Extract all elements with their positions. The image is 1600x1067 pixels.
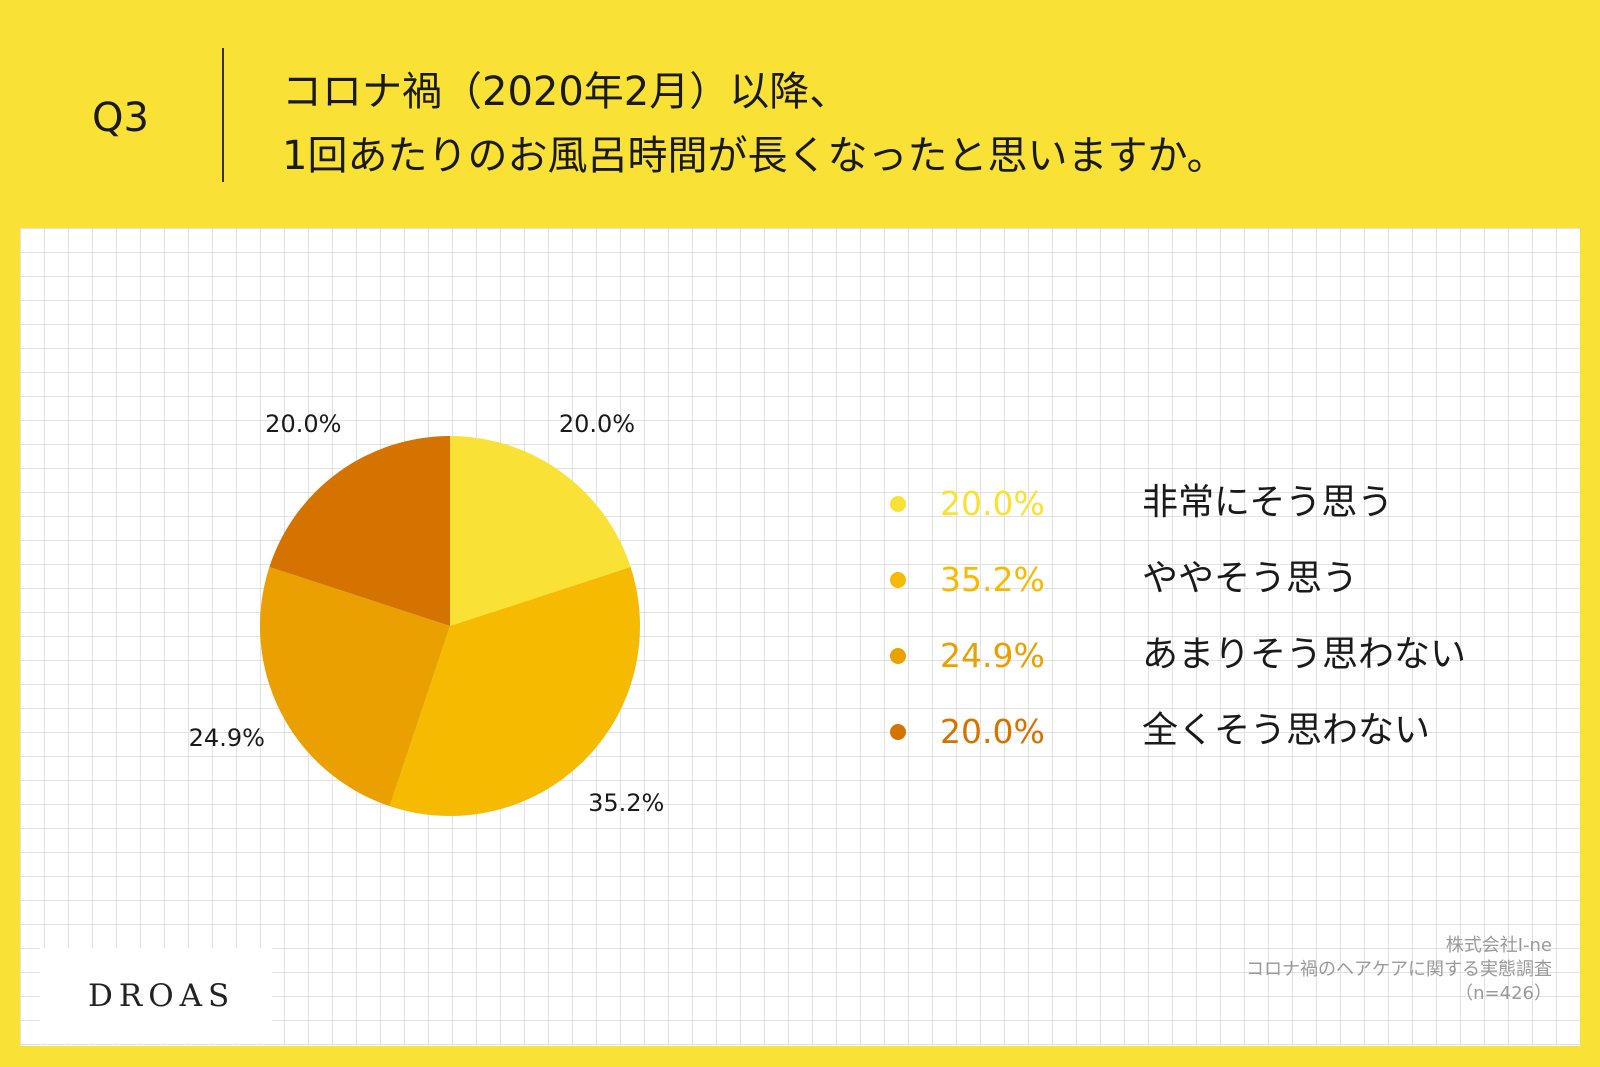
legend-percent: 20.0% xyxy=(940,712,1045,751)
pie-data-label: 35.2% xyxy=(588,789,665,818)
droas-logo: DROAS xyxy=(88,978,236,1014)
logo-box: DROAS xyxy=(40,948,272,1044)
legend-item-somewhat-agree: 35.2% ややそう思う xyxy=(890,552,1530,608)
source-survey: コロナ禍のヘアケアに関する実態調査 xyxy=(1246,959,1552,980)
header-divider xyxy=(222,48,224,182)
source-company: 株式会社I-ne xyxy=(1445,935,1552,956)
legend-label: あまりそう思わない xyxy=(1142,634,1467,675)
pie-data-label: 20.0% xyxy=(265,409,342,438)
pie-slice-somewhat-agree xyxy=(389,567,640,816)
pie-data-label: 24.9% xyxy=(188,724,265,753)
pie-slice-strongly-disagree xyxy=(269,436,450,626)
source-sample-size: （n=426） xyxy=(1455,983,1552,1004)
source-note: 株式会社I-ne コロナ禍のヘアケアに関する実態調査 （n=426） xyxy=(1246,934,1552,1006)
legend-dot xyxy=(890,572,906,588)
pie-chart xyxy=(260,436,640,816)
legend-percent: 20.0% xyxy=(940,484,1045,523)
legend-dot xyxy=(890,724,906,740)
pie-slice-strongly-agree xyxy=(450,436,631,626)
legend-item-somewhat-disagree: 24.9% あまりそう思わない xyxy=(890,628,1530,684)
question-number: Q3 xyxy=(92,95,149,141)
chart-panel: 20.0% 35.2% 24.9% 20.0% 20.0% 非常にそう思う 35.2%… xyxy=(20,228,1580,1046)
legend-item-strongly-disagree: 20.0% 全くそう思わない xyxy=(890,704,1530,760)
legend-label: ややそう思う xyxy=(1142,558,1359,599)
question-title-line-2: 1回あたりのお風呂時間が長くなったと思いますか。 xyxy=(282,133,1227,179)
question-title-line-1: コロナ禍（2020年2月）以降、 xyxy=(282,69,850,115)
legend-percent: 35.2% xyxy=(940,560,1045,599)
legend-label: 全くそう思わない xyxy=(1142,710,1431,751)
header: Q3 コロナ禍（2020年2月）以降、 1回あたりのお風呂時間が長くなったと思い… xyxy=(0,0,1600,228)
pie-slice-somewhat-disagree xyxy=(260,567,450,807)
legend-label: 非常にそう思う xyxy=(1142,482,1394,523)
question-title: コロナ禍（2020年2月）以降、 1回あたりのお風呂時間が長くなったと思いますか… xyxy=(282,60,1227,188)
pie-data-label: 20.0% xyxy=(558,409,636,438)
legend-percent: 24.9% xyxy=(940,636,1045,675)
legend-dot xyxy=(890,648,906,664)
legend-dot xyxy=(890,496,906,512)
legend-item-strongly-agree: 20.0% 非常にそう思う xyxy=(890,476,1530,532)
